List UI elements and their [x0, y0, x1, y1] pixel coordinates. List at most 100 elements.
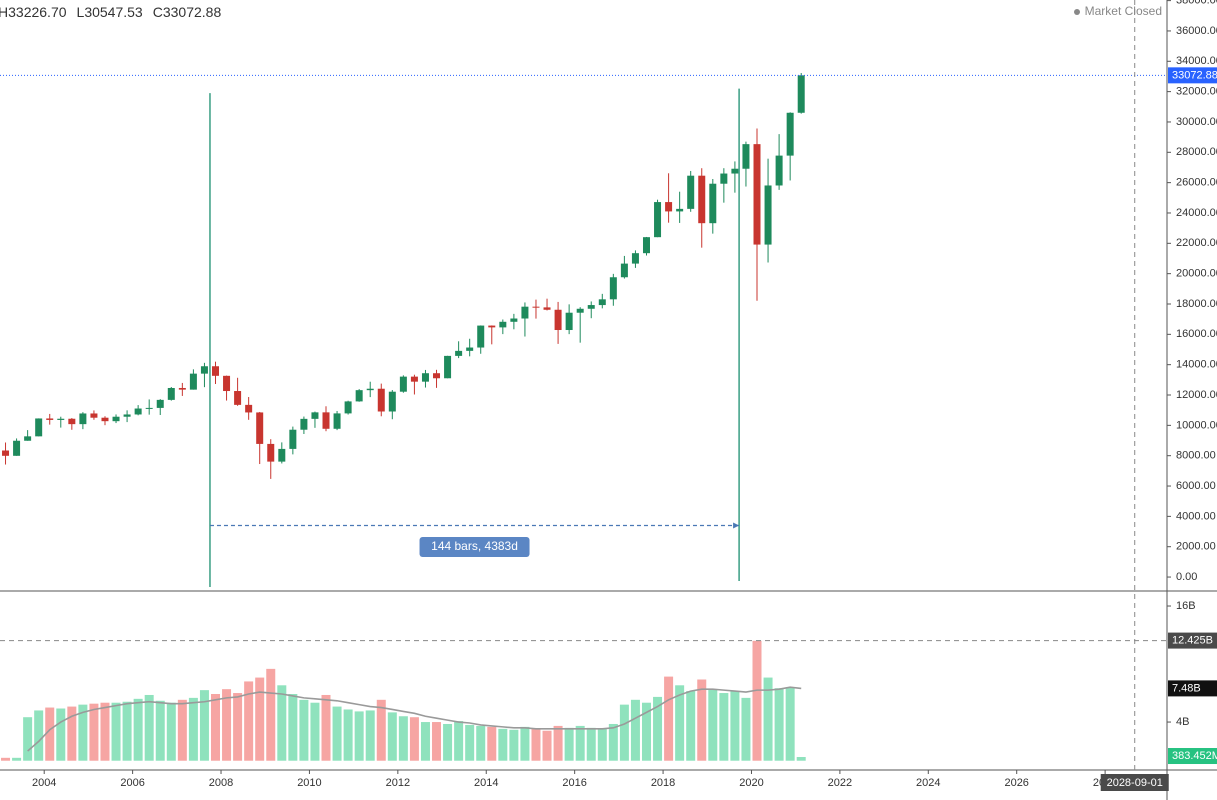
candle-body: [245, 404, 253, 413]
candle-body: [289, 429, 297, 449]
volume-bar: [520, 726, 530, 761]
crosshair-y-box: [1168, 632, 1217, 649]
candle-body: [499, 321, 507, 328]
candle-body: [322, 412, 330, 429]
candle-body: [444, 355, 452, 379]
volume-bar: [796, 757, 806, 761]
volume-bar: [752, 640, 762, 761]
y-tick-label: 28000.00: [1176, 146, 1217, 158]
candle-body: [211, 366, 219, 376]
candle-body: [35, 418, 43, 437]
y-tick-label: 16000.00: [1176, 328, 1217, 340]
candle-body: [410, 376, 418, 382]
candle-body: [112, 416, 120, 422]
legend-value: 33226.70: [8, 4, 67, 20]
candle-body: [145, 407, 153, 409]
volume-bar: [564, 727, 574, 761]
volume-bar: [420, 722, 430, 761]
candle-body: [576, 308, 584, 313]
volume-bar: [675, 685, 685, 761]
volume-bar: [321, 694, 331, 761]
volume-bar: [476, 725, 486, 761]
x-tick-label: 2022: [828, 777, 852, 789]
x-tick-label: 2014: [474, 777, 498, 789]
candle-body: [488, 325, 496, 328]
volume-bar: [741, 697, 751, 761]
y-tick-label: 26000.00: [1176, 177, 1217, 189]
candle-body: [134, 408, 142, 415]
candle-body: [720, 173, 728, 184]
candle-body: [13, 440, 21, 456]
volume-bar: [597, 728, 607, 761]
volume-bar: [619, 704, 629, 761]
y-tick-label: 12000.00: [1176, 389, 1217, 401]
volume-bar: [432, 722, 442, 761]
candle-body: [68, 418, 76, 425]
candle-body: [742, 144, 750, 169]
candle-body: [90, 413, 98, 418]
volume-bar: [454, 721, 464, 761]
candle-body: [753, 144, 761, 245]
candle-body: [631, 253, 639, 264]
measure-label-box: [419, 537, 530, 557]
volume-bar: [89, 703, 99, 761]
candle-body: [775, 155, 783, 186]
volume-bar: [34, 710, 44, 761]
candle-body: [609, 277, 617, 300]
candle-body: [178, 387, 186, 390]
candle-body: [79, 413, 87, 425]
volume-bar: [244, 681, 254, 761]
volume-bar: [177, 699, 187, 761]
candle-body: [532, 306, 540, 308]
y-tick-label: 24000.00: [1176, 207, 1217, 219]
candle-body: [620, 263, 628, 278]
candle-body: [24, 436, 32, 441]
volume-bar: [155, 700, 165, 761]
volume-bar: [553, 725, 563, 761]
y-tick-label: 22000.00: [1176, 237, 1217, 249]
y-tick-label: 8000.00: [1176, 450, 1216, 462]
volume-bar: [719, 693, 729, 761]
volume-bar: [630, 699, 640, 761]
crosshair-x-label: 2028-09-01: [1107, 777, 1163, 789]
legend-value: 33072.88: [162, 4, 222, 20]
ma-value-label: 7.48B: [1172, 682, 1201, 694]
volume-bar: [697, 679, 707, 761]
measure-label: 144 bars, 4383d: [431, 539, 518, 553]
crosshair-x-box: [1100, 774, 1169, 791]
candle-body: [46, 418, 54, 420]
y-tick-label: 38000.00: [1176, 0, 1217, 7]
candle-body: [654, 202, 662, 238]
y-tick-label: 2000.00: [1176, 541, 1216, 553]
volume-bar: [299, 699, 309, 761]
last-price-box: [1168, 67, 1217, 84]
volume-bar: [763, 677, 773, 761]
last-volume-box: [1168, 748, 1217, 765]
volume-bar: [531, 728, 541, 761]
candle-body: [278, 448, 286, 462]
y-tick-label: 14000.00: [1176, 359, 1217, 371]
last-price-label: 33072.88: [1172, 69, 1217, 81]
x-tick-label: 2010: [297, 777, 321, 789]
candle-body: [521, 306, 529, 319]
y-tick-label: 18000.00: [1176, 298, 1217, 310]
candle-body: [366, 388, 374, 391]
volume-bar: [166, 702, 176, 761]
y-tick-label: 16B: [1176, 600, 1196, 612]
volume-bar: [774, 688, 784, 761]
y-tick-label: 20000.00: [1176, 268, 1217, 280]
candle-body: [543, 307, 551, 310]
candle-body: [698, 175, 706, 224]
x-tick-label: 2016: [562, 777, 586, 789]
legend-item: H33226.70: [0, 4, 67, 20]
volume-bar: [509, 729, 519, 761]
volume-bar: [45, 707, 55, 761]
volume-bar: [641, 702, 651, 761]
candle-body: [344, 401, 352, 414]
y-tick-label: 36000.00: [1176, 25, 1217, 37]
x-tick-label: 2018: [651, 777, 675, 789]
candle-body: [554, 309, 562, 331]
y-tick-label: 34000.00: [1176, 55, 1217, 67]
x-tick-label: 2004: [32, 777, 56, 789]
